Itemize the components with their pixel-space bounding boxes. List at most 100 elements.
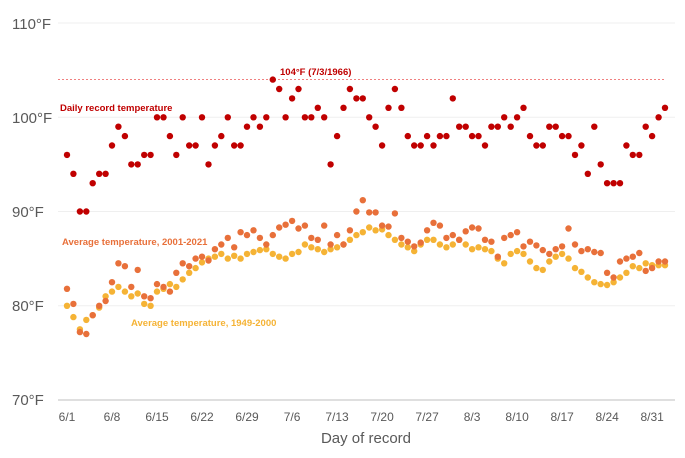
x-tick-label: 8/31 bbox=[640, 410, 664, 424]
avg-1949-2000-point bbox=[231, 252, 238, 259]
record-point bbox=[616, 180, 624, 187]
avg-1949-2000-point bbox=[153, 288, 161, 295]
avg-1949-2000-point bbox=[353, 231, 360, 239]
avg-2001-2021-point bbox=[96, 302, 103, 309]
avg-1949-2000-point bbox=[346, 236, 354, 243]
record-point bbox=[301, 114, 309, 121]
avg-2001-2021-point bbox=[391, 210, 399, 217]
avg-2001-2021-point bbox=[276, 224, 283, 231]
avg-2001-2021-point bbox=[385, 223, 392, 230]
x-tick-label: 8/24 bbox=[595, 410, 619, 424]
avg-2001-2021-point bbox=[481, 236, 489, 243]
record-point bbox=[333, 132, 341, 140]
avg-1949-2000-point bbox=[552, 253, 559, 260]
avg-2001-2021-point bbox=[256, 234, 264, 242]
record-point bbox=[192, 142, 199, 149]
avg-2001-2021-point bbox=[192, 255, 199, 262]
x-tick-label: 6/22 bbox=[190, 410, 214, 424]
avg-1949-2000-point bbox=[597, 280, 604, 288]
avg-1949-2000-point bbox=[642, 260, 649, 267]
avg-2001-2021-point bbox=[128, 283, 135, 291]
record-point bbox=[603, 180, 611, 187]
record-point bbox=[578, 142, 585, 149]
avg-1949-2000-point bbox=[211, 253, 219, 260]
record-point bbox=[340, 104, 347, 112]
avg-2001-2021-point bbox=[520, 243, 527, 250]
avg-1949-2000-point bbox=[179, 276, 186, 283]
avg-2001-2021-point bbox=[411, 243, 418, 250]
avg-1949-2000-point bbox=[591, 279, 598, 286]
avg-2001-2021-point bbox=[584, 246, 591, 253]
avg-1949-2000-point bbox=[571, 264, 579, 272]
record-point bbox=[623, 142, 630, 149]
record-point bbox=[186, 142, 193, 149]
avg-2001-2021-point bbox=[301, 222, 309, 229]
avg-2001-2021-point bbox=[462, 228, 469, 235]
avg-2001-2021-point bbox=[539, 246, 546, 254]
record-point bbox=[539, 142, 546, 149]
avg-1949-2000-point bbox=[391, 236, 399, 243]
avg-2001-2021-point bbox=[321, 222, 328, 229]
avg-2001-2021-point bbox=[108, 279, 116, 286]
record-point bbox=[288, 95, 296, 102]
record-point bbox=[591, 123, 598, 130]
y-tick-label: 90°F bbox=[12, 204, 44, 221]
avg-1949-2000-point bbox=[308, 244, 315, 251]
avg-2001-2021-point bbox=[430, 219, 437, 226]
record-point bbox=[378, 142, 386, 149]
record-point bbox=[526, 132, 534, 140]
avg-1949-2000-point bbox=[436, 241, 444, 248]
avg-1949-2000-point bbox=[558, 250, 566, 258]
record-reference-label: 104°F (7/3/1966) bbox=[280, 67, 351, 78]
avg-2001-2021-point bbox=[610, 274, 617, 281]
avg-2001-2021-point bbox=[597, 249, 604, 257]
avg-1949-2000-point bbox=[481, 246, 489, 253]
avg-1949-2000-point bbox=[603, 281, 611, 289]
record-point bbox=[308, 114, 315, 121]
avg-2001-2021-point bbox=[179, 260, 186, 267]
record-point bbox=[449, 95, 456, 102]
x-tick-label: 7/13 bbox=[325, 410, 349, 424]
avg-2001-2021-point bbox=[250, 227, 257, 234]
avg-2001-2021-point bbox=[648, 264, 656, 272]
record-point bbox=[597, 161, 604, 168]
avg-1949-2000-point bbox=[404, 244, 411, 251]
avg-1949-2000-point bbox=[372, 227, 379, 234]
avg-2001-2021-point bbox=[333, 231, 341, 239]
avg-2001-2021-point bbox=[102, 297, 109, 305]
avg-2001-2021-point bbox=[121, 263, 129, 270]
avg-2001-2021-point bbox=[449, 231, 456, 239]
record-point bbox=[327, 161, 334, 168]
avg-1949-2000-point bbox=[526, 258, 534, 265]
avg-2001-2021-point bbox=[526, 238, 534, 245]
record-point bbox=[423, 132, 431, 140]
avg-1949-2000-point bbox=[288, 250, 296, 258]
avg-2001-2021-point bbox=[134, 266, 141, 274]
record-point bbox=[494, 123, 501, 130]
x-axis-title: Day of record bbox=[321, 430, 411, 447]
record-point bbox=[520, 104, 527, 112]
record-point bbox=[610, 180, 617, 187]
avg-2001-2021-point bbox=[565, 225, 572, 232]
record-point bbox=[83, 208, 90, 215]
avg-2001-2021-point bbox=[436, 222, 444, 229]
avg-1949-2000-point bbox=[565, 255, 572, 262]
avg-2001-2021-point bbox=[398, 234, 405, 242]
record-point bbox=[584, 170, 591, 177]
record-point bbox=[546, 123, 553, 130]
avg-1949-2000-point bbox=[327, 246, 334, 253]
avg-2001-2021-point bbox=[468, 224, 476, 231]
avg-1949-2000-point bbox=[411, 247, 418, 255]
avg-2001-2021-point bbox=[378, 222, 386, 229]
avg-1949-2000-point bbox=[513, 247, 521, 255]
avg-1949-2000-point bbox=[321, 248, 328, 256]
avg-2001-2021-point bbox=[591, 248, 598, 256]
record-point bbox=[443, 132, 450, 140]
avg-2001-2021-point bbox=[661, 258, 669, 265]
avg-1949-2000-point bbox=[134, 290, 141, 297]
record-point bbox=[475, 132, 482, 140]
record-point bbox=[198, 114, 206, 121]
record-point bbox=[128, 161, 135, 168]
record-point bbox=[648, 132, 656, 140]
record-point bbox=[166, 132, 174, 140]
